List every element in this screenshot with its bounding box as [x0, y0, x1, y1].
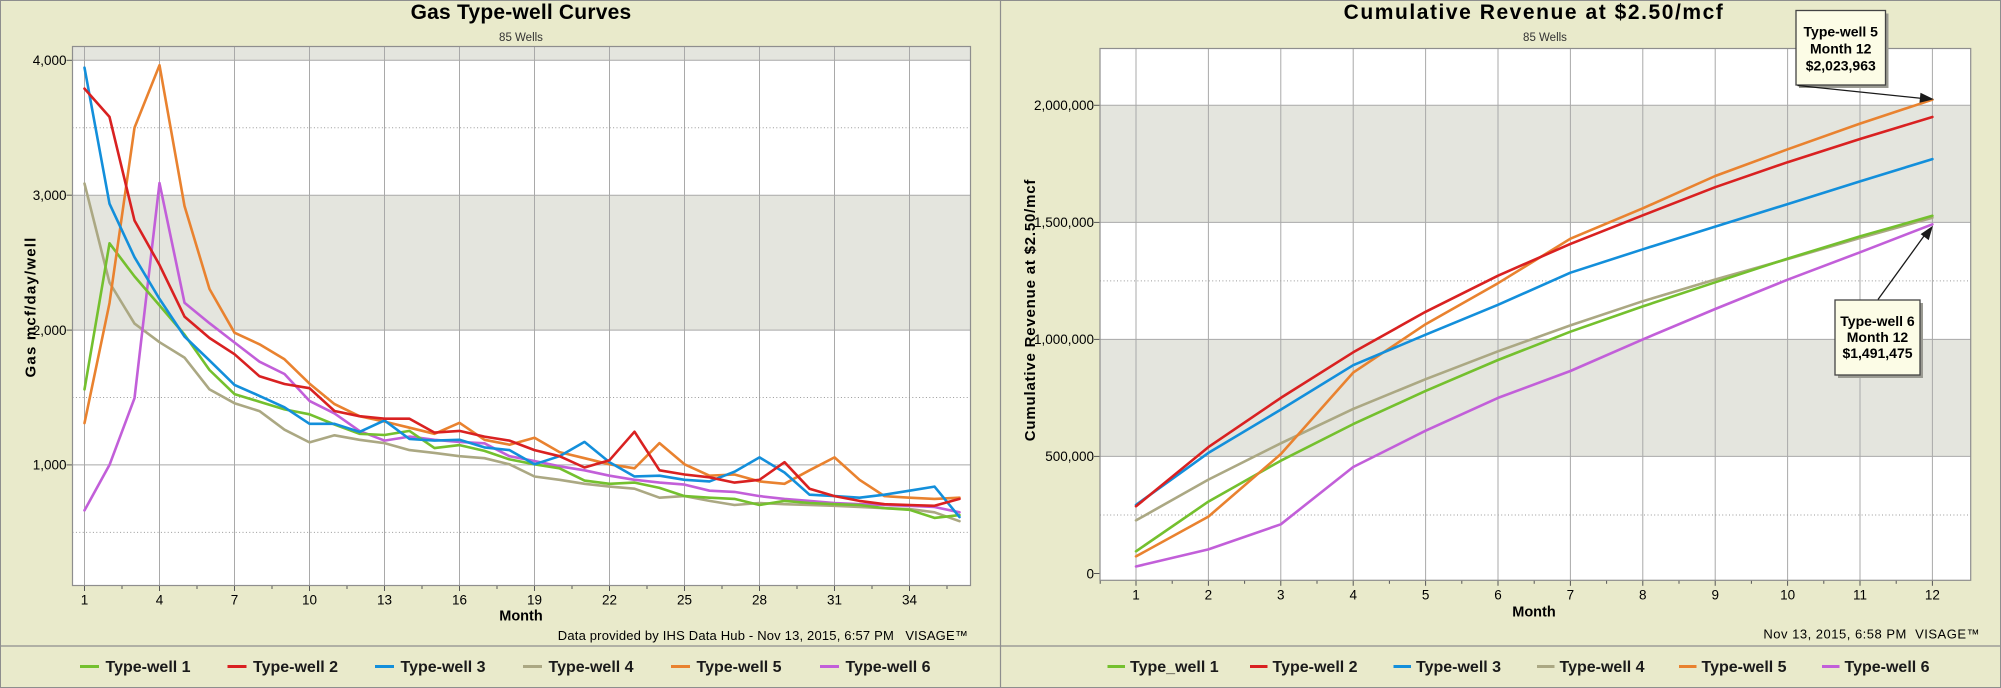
svg-text:10: 10 [302, 593, 317, 608]
svg-text:4: 4 [1349, 587, 1357, 602]
svg-text:Type-well 3: Type-well 3 [401, 659, 486, 676]
svg-text:25: 25 [677, 593, 692, 608]
svg-text:31: 31 [827, 593, 842, 608]
svg-text:1,000,000: 1,000,000 [1034, 332, 1094, 347]
svg-text:Type-well 1: Type-well 1 [106, 659, 191, 676]
svg-text:Type-well 5: Type-well 5 [1702, 659, 1787, 676]
svg-text:5: 5 [1422, 587, 1430, 602]
svg-text:1: 1 [1132, 587, 1140, 602]
svg-text:7: 7 [231, 593, 239, 608]
svg-text:3: 3 [1277, 587, 1285, 602]
svg-text:$1,491,475: $1,491,475 [1842, 345, 1912, 361]
svg-text:10: 10 [1780, 587, 1795, 602]
svg-text:2,000: 2,000 [33, 323, 67, 338]
svg-text:$2,023,963: $2,023,963 [1806, 58, 1876, 74]
svg-text:3,000: 3,000 [33, 188, 67, 203]
svg-text:Type-well 6: Type-well 6 [1845, 659, 1930, 676]
svg-text:Cumulative Revenue at $2.50/mc: Cumulative Revenue at $2.50/mcf [1344, 1, 1725, 24]
svg-text:7: 7 [1567, 587, 1575, 602]
svg-text:Data provided by IHS Data Hub: Data provided by IHS Data Hub - Nov 13, … [558, 628, 968, 643]
svg-text:Month: Month [499, 609, 542, 625]
svg-text:6: 6 [1494, 587, 1502, 602]
svg-text:28: 28 [752, 593, 767, 608]
svg-text:9: 9 [1711, 587, 1719, 602]
svg-text:22: 22 [602, 593, 617, 608]
svg-text:1,000: 1,000 [33, 458, 67, 473]
svg-text:Type-well 5: Type-well 5 [1804, 24, 1879, 40]
svg-text:4,000: 4,000 [33, 53, 67, 68]
svg-text:Type-well 4: Type-well 4 [549, 659, 634, 676]
svg-text:Gas Type-well Curves: Gas Type-well Curves [411, 1, 632, 24]
svg-text:Type-well 2: Type-well 2 [1273, 659, 1358, 676]
svg-text:1: 1 [81, 593, 89, 608]
svg-text:Type_well 1: Type_well 1 [1130, 659, 1219, 676]
svg-text:1,500,000: 1,500,000 [1034, 215, 1094, 230]
svg-text:13: 13 [377, 593, 392, 608]
svg-text:Type-well 6: Type-well 6 [1840, 313, 1915, 329]
svg-text:Month 12: Month 12 [1847, 329, 1909, 345]
svg-text:2: 2 [1205, 587, 1213, 602]
svg-text:11: 11 [1853, 587, 1867, 602]
svg-text:16: 16 [452, 593, 467, 608]
svg-text:12: 12 [1925, 587, 1940, 602]
svg-text:34: 34 [902, 593, 918, 608]
svg-text:Month: Month [1512, 605, 1555, 621]
svg-text:500,000: 500,000 [1045, 449, 1094, 464]
svg-text:Nov 13, 2015, 6:58 PM VISAGE™: Nov 13, 2015, 6:58 PM VISAGE™ [1763, 627, 1980, 642]
svg-text:Type-well 4: Type-well 4 [1560, 659, 1645, 676]
svg-text:Type-well 5: Type-well 5 [697, 659, 782, 676]
svg-text:8: 8 [1639, 587, 1647, 602]
svg-text:Cumulative Revenue at $2.50/mc: Cumulative Revenue at $2.50/mcf [1022, 179, 1039, 442]
svg-text:Gas mcf/day/well: Gas mcf/day/well [23, 237, 40, 378]
svg-text:0: 0 [1086, 566, 1094, 581]
svg-text:85 Wells: 85 Wells [1523, 32, 1567, 44]
svg-text:4: 4 [156, 593, 164, 608]
svg-text:Type-well 6: Type-well 6 [846, 659, 931, 676]
svg-text:19: 19 [527, 593, 542, 608]
svg-text:85 Wells: 85 Wells [499, 32, 543, 44]
svg-text:Type-well 2: Type-well 2 [253, 659, 338, 676]
svg-text:Month 12: Month 12 [1810, 41, 1872, 57]
svg-text:Type-well 3: Type-well 3 [1416, 659, 1501, 676]
svg-text:2,000,000: 2,000,000 [1034, 98, 1094, 113]
